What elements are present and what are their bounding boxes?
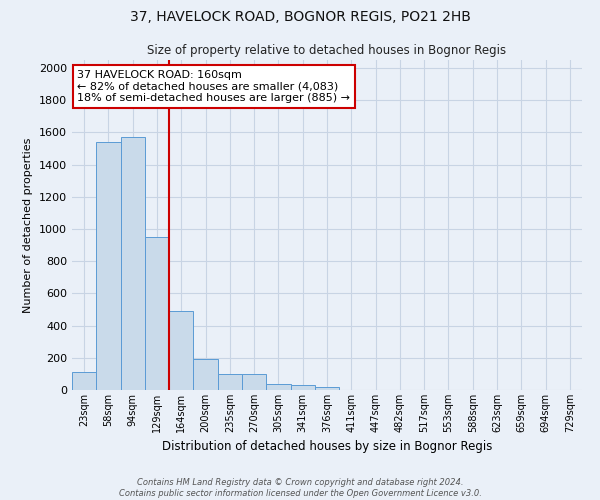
- Bar: [242, 374, 266, 390]
- Bar: [218, 374, 242, 390]
- Text: Contains HM Land Registry data © Crown copyright and database right 2024.
Contai: Contains HM Land Registry data © Crown c…: [119, 478, 481, 498]
- X-axis label: Distribution of detached houses by size in Bognor Regis: Distribution of detached houses by size …: [162, 440, 492, 454]
- Y-axis label: Number of detached properties: Number of detached properties: [23, 138, 34, 312]
- Bar: [121, 138, 145, 390]
- Bar: [290, 385, 315, 390]
- Bar: [96, 142, 121, 390]
- Bar: [169, 311, 193, 390]
- Bar: [266, 384, 290, 390]
- Bar: [72, 372, 96, 390]
- Bar: [145, 237, 169, 390]
- Text: 37 HAVELOCK ROAD: 160sqm
← 82% of detached houses are smaller (4,083)
18% of sem: 37 HAVELOCK ROAD: 160sqm ← 82% of detach…: [77, 70, 350, 103]
- Bar: [315, 387, 339, 390]
- Title: Size of property relative to detached houses in Bognor Regis: Size of property relative to detached ho…: [148, 44, 506, 58]
- Text: 37, HAVELOCK ROAD, BOGNOR REGIS, PO21 2HB: 37, HAVELOCK ROAD, BOGNOR REGIS, PO21 2H…: [130, 10, 470, 24]
- Bar: [193, 360, 218, 390]
